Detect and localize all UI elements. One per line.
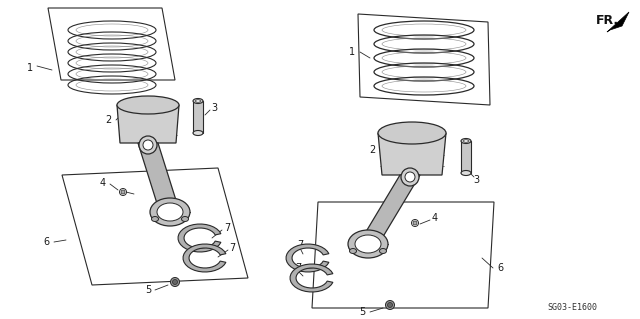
- Ellipse shape: [121, 190, 125, 194]
- Ellipse shape: [152, 217, 159, 221]
- Ellipse shape: [355, 235, 381, 253]
- Ellipse shape: [150, 198, 190, 226]
- Ellipse shape: [349, 249, 356, 254]
- Polygon shape: [286, 244, 329, 272]
- Polygon shape: [48, 8, 175, 80]
- Ellipse shape: [170, 278, 179, 286]
- Polygon shape: [461, 141, 471, 173]
- Text: 7: 7: [297, 240, 303, 250]
- Polygon shape: [358, 175, 420, 245]
- Text: 3: 3: [211, 103, 217, 113]
- Ellipse shape: [378, 122, 446, 144]
- Ellipse shape: [120, 189, 127, 196]
- Ellipse shape: [193, 130, 203, 136]
- Text: 1: 1: [349, 47, 355, 57]
- Polygon shape: [358, 14, 490, 105]
- Ellipse shape: [117, 96, 179, 114]
- Ellipse shape: [401, 168, 419, 186]
- Text: 4: 4: [100, 178, 106, 188]
- Polygon shape: [193, 101, 203, 133]
- Polygon shape: [290, 264, 333, 292]
- Ellipse shape: [461, 138, 471, 144]
- Text: 5: 5: [359, 307, 365, 317]
- Ellipse shape: [173, 279, 177, 285]
- Ellipse shape: [387, 302, 392, 308]
- Text: 2: 2: [369, 145, 375, 155]
- Text: 7: 7: [295, 263, 301, 273]
- Ellipse shape: [195, 100, 200, 102]
- Text: 1: 1: [27, 63, 33, 73]
- Text: 7: 7: [224, 223, 230, 233]
- Ellipse shape: [385, 300, 394, 309]
- Text: 4: 4: [432, 213, 438, 223]
- Ellipse shape: [193, 99, 203, 103]
- Text: SG03-E1600: SG03-E1600: [547, 303, 597, 313]
- Ellipse shape: [463, 140, 468, 142]
- Ellipse shape: [413, 221, 417, 225]
- Ellipse shape: [348, 230, 388, 258]
- Ellipse shape: [412, 219, 419, 226]
- Text: 3: 3: [473, 175, 479, 185]
- Polygon shape: [607, 12, 629, 32]
- Polygon shape: [378, 133, 446, 175]
- Ellipse shape: [143, 140, 153, 150]
- Ellipse shape: [380, 249, 387, 254]
- Ellipse shape: [461, 170, 471, 175]
- Ellipse shape: [139, 136, 157, 154]
- Text: 2: 2: [105, 115, 111, 125]
- Ellipse shape: [157, 203, 183, 221]
- Ellipse shape: [182, 217, 189, 221]
- Ellipse shape: [405, 172, 415, 182]
- Polygon shape: [183, 244, 226, 272]
- Text: 5: 5: [145, 285, 151, 295]
- Polygon shape: [117, 105, 179, 143]
- Polygon shape: [178, 224, 221, 252]
- Text: FR.: FR.: [596, 13, 619, 26]
- Text: 7: 7: [229, 243, 235, 253]
- Polygon shape: [138, 143, 180, 213]
- Text: 6: 6: [497, 263, 503, 273]
- Text: 6: 6: [43, 237, 49, 247]
